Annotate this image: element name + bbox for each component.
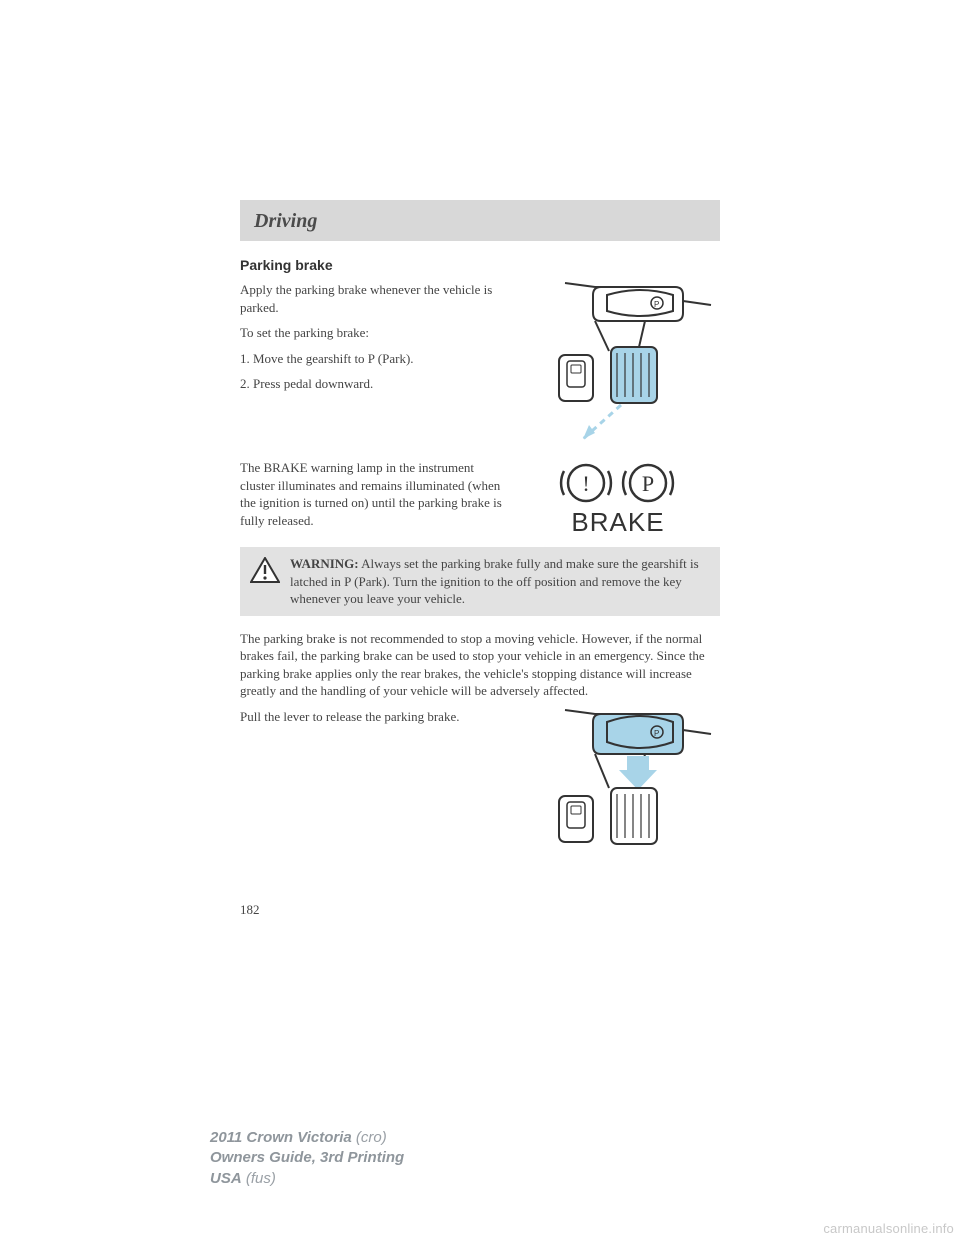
pedal-press-svg: P — [525, 281, 715, 451]
page-number: 182 — [240, 902, 720, 918]
para-not-recommended: The parking brake is not recommended to … — [240, 630, 720, 700]
footer-line-1: 2011 Crown Victoria (cro) — [210, 1128, 404, 1148]
footer-line-2: Owners Guide, 3rd Printing — [210, 1148, 404, 1168]
release-lever-svg: P — [525, 708, 715, 878]
svg-text:P: P — [654, 300, 659, 309]
step-2: 2. Press pedal downward. — [240, 375, 510, 393]
warning-icon — [250, 557, 280, 583]
figure-brake-indicator: ! P BRAKE — [520, 459, 720, 537]
figure-press-pedal: P — [520, 281, 720, 451]
para-lamp: The BRAKE warning lamp in the instrument… — [240, 459, 510, 529]
row-release: Pull the lever to release the parking br… — [240, 708, 720, 878]
brake-indicator-svg: ! P BRAKE — [540, 459, 700, 537]
text-column-3: Pull the lever to release the parking br… — [240, 708, 510, 878]
para-set: To set the parking brake: — [240, 324, 510, 342]
watermark: carmanualsonline.info — [823, 1221, 954, 1236]
footer-line-3: USA (fus) — [210, 1169, 404, 1189]
page-content: Driving Parking brake Apply the parking … — [240, 200, 720, 918]
para-release: Pull the lever to release the parking br… — [240, 708, 510, 726]
warning-label: WARNING: — [290, 556, 359, 571]
step-1: 1. Move the gearshift to P (Park). — [240, 350, 510, 368]
p-glyph: P — [642, 471, 654, 496]
para-apply: Apply the parking brake whenever the veh… — [240, 281, 510, 316]
row-apply-set: Apply the parking brake whenever the veh… — [240, 281, 720, 451]
text-column-1: Apply the parking brake whenever the veh… — [240, 281, 510, 451]
footer-block: 2011 Crown Victoria (cro) Owners Guide, … — [210, 1128, 404, 1189]
row-warning-lamp: The BRAKE warning lamp in the instrument… — [240, 459, 720, 537]
svg-text:P: P — [654, 729, 659, 738]
exclaim-glyph: ! — [582, 471, 589, 496]
warning-text: WARNING: Always set the parking brake fu… — [290, 555, 710, 608]
text-column-2: The BRAKE warning lamp in the instrument… — [240, 459, 510, 537]
brake-word: BRAKE — [571, 507, 664, 537]
figure-release-lever: P — [520, 708, 720, 878]
subsection-title: Parking brake — [240, 257, 720, 273]
section-header-title: Driving — [254, 210, 706, 233]
warning-box: WARNING: Always set the parking brake fu… — [240, 547, 720, 616]
section-header-bar: Driving — [240, 200, 720, 241]
